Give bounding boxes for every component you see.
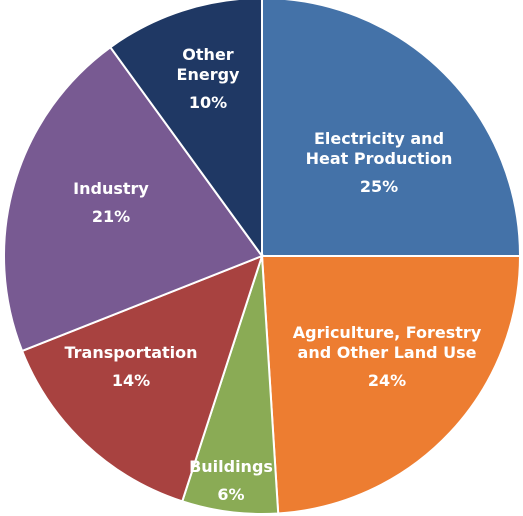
slice-value-electricity-and-heat-production: 25% — [360, 177, 398, 196]
pie-slice-other-energy — [108, 0, 263, 260]
pie-slices — [3, 0, 522, 515]
slice-label-electricity-and-heat-production: Electricity and Heat Production — [306, 129, 453, 168]
slice-value-buildings: 6% — [217, 485, 244, 504]
pie-labels: Electricity and Heat Production 25% Agricul… — [64, 45, 481, 504]
slice-label-buildings: Buildings — [189, 457, 273, 476]
slice-value-other-energy: 10% — [189, 93, 227, 112]
slice-label-agriculture-forestry-and-other-land-use: Agriculture, Forestry and Other Land Use — [293, 323, 482, 362]
slice-label-industry: Industry — [73, 179, 149, 198]
pie-slice-electricity-and-heat-production — [261, 0, 522, 257]
pie-slice-industry — [3, 45, 264, 353]
pie-slice-agriculture-forestry-and-other-land-use — [260, 255, 522, 515]
pie-slice-transportation — [20, 254, 264, 503]
slice-label-transportation: Transportation — [64, 343, 197, 362]
slice-label-other-energy: Other Energy — [177, 45, 241, 84]
slice-value-transportation: 14% — [112, 371, 150, 390]
slice-value-agriculture-forestry-and-other-land-use: 24% — [368, 371, 406, 390]
slice-value-industry: 21% — [92, 207, 130, 226]
